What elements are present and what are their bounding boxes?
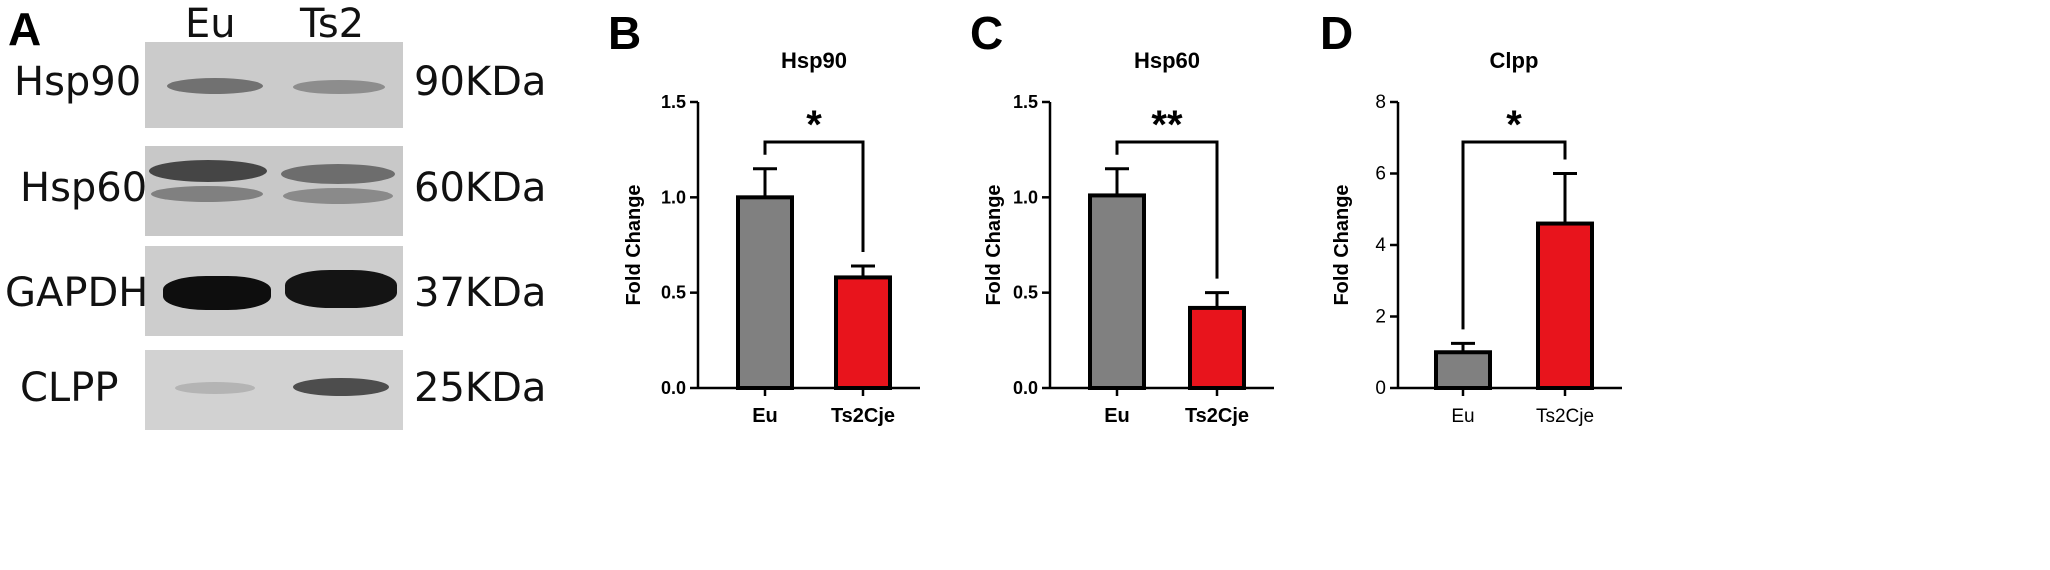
bar-chart-clpp: Clpp Fold Change 0 2 4 6 8 Eu Ts2Cje * <box>1331 48 1622 427</box>
chart-title: Hsp90 <box>781 48 847 73</box>
chart-title: Clpp <box>1490 48 1539 73</box>
panel-letter-a: A <box>8 3 42 55</box>
y-tick-label: 0.0 <box>1013 378 1038 398</box>
blot-strip-gapdh <box>145 246 403 336</box>
x-tick-label: Ts2Cje <box>831 405 895 427</box>
blot-strip-clpp <box>145 350 403 430</box>
bar-eu <box>736 195 794 390</box>
panel-letter-d: D <box>1320 7 1354 59</box>
x-tick-label: Ts2Cje <box>1536 406 1594 427</box>
bar-eu <box>1434 350 1492 390</box>
y-axis-label: Fold Change <box>983 184 1005 305</box>
y-tick-label: 2 <box>1375 307 1386 328</box>
significance-bracket <box>763 140 865 252</box>
y-tick-label: 1.5 <box>661 92 686 112</box>
y-tick-label: 0.0 <box>661 378 686 398</box>
y-tick-label: 1.0 <box>661 187 686 207</box>
size-label-25kda: 25KDa <box>414 365 547 411</box>
y-axis-label: Fold Change <box>623 184 645 305</box>
panel-letter-c: C <box>970 7 1004 59</box>
bar-ts2cje <box>1536 221 1594 390</box>
bar-ts2cje <box>834 275 892 390</box>
bar-chart-hsp90: Hsp90 Fold Change 0.0 0.5 1.0 1.5 Eu Ts2Cje * <box>623 48 920 427</box>
size-label-90kda: 90KDa <box>414 59 547 105</box>
band-hsp90-eu <box>167 78 263 94</box>
band-hsp60-eu-upper <box>149 160 267 182</box>
blot-strip-hsp90 <box>145 42 403 128</box>
y-tick-label: 8 <box>1375 92 1386 113</box>
protein-label-gapdh: GAPDH <box>5 270 149 316</box>
y-tick-label: 1.0 <box>1013 187 1038 207</box>
protein-label-hsp60: Hsp60 <box>20 165 148 211</box>
y-tick-label: 4 <box>1375 235 1386 256</box>
y-tick-label: 6 <box>1375 164 1386 185</box>
band-hsp60-ts2-lower <box>283 188 393 204</box>
band-hsp60-eu-lower <box>151 186 263 202</box>
size-label-37kda: 37KDa <box>414 270 547 316</box>
bar-eu <box>1088 193 1146 390</box>
x-tick-label: Eu <box>752 405 778 427</box>
y-tick-label: 0.5 <box>1013 283 1038 303</box>
x-tick-label: Ts2Cje <box>1185 405 1249 427</box>
band-gapdh-ts2 <box>285 270 397 308</box>
significance-bracket <box>1115 140 1219 279</box>
protein-label-clpp: CLPP <box>20 365 119 411</box>
band-gapdh-eu <box>163 276 271 310</box>
bar-ts2cje <box>1188 305 1246 391</box>
band-clpp-ts2 <box>293 378 389 396</box>
band-hsp60-ts2-upper <box>281 164 395 184</box>
chart-title: Hsp60 <box>1134 48 1200 73</box>
y-tick-label: 0 <box>1375 378 1386 399</box>
significance-bracket <box>1461 140 1567 330</box>
blot-strip-hsp60 <box>145 146 403 236</box>
panel-letter-b: B <box>608 7 642 59</box>
band-clpp-eu <box>175 382 255 394</box>
lane-label-eu: Eu <box>185 1 236 47</box>
y-tick-label: 1.5 <box>1013 92 1038 112</box>
significance-marker: ** <box>1151 103 1183 147</box>
x-tick-label: Eu <box>1104 405 1130 427</box>
lane-label-ts2: Ts2 <box>300 1 365 47</box>
y-tick-label: 0.5 <box>661 283 686 303</box>
protein-label-hsp90: Hsp90 <box>14 59 142 105</box>
bar-chart-hsp60: Hsp60 Fold Change 0.0 0.5 1.0 1.5 Eu Ts2Cje ** <box>983 48 1274 427</box>
band-hsp90-ts2 <box>293 80 385 94</box>
x-tick-label: Eu <box>1451 406 1474 427</box>
significance-marker: * <box>806 103 822 147</box>
significance-marker: * <box>1506 103 1522 147</box>
size-label-60kda: 60KDa <box>414 165 547 211</box>
y-axis-label: Fold Change <box>1331 184 1353 305</box>
